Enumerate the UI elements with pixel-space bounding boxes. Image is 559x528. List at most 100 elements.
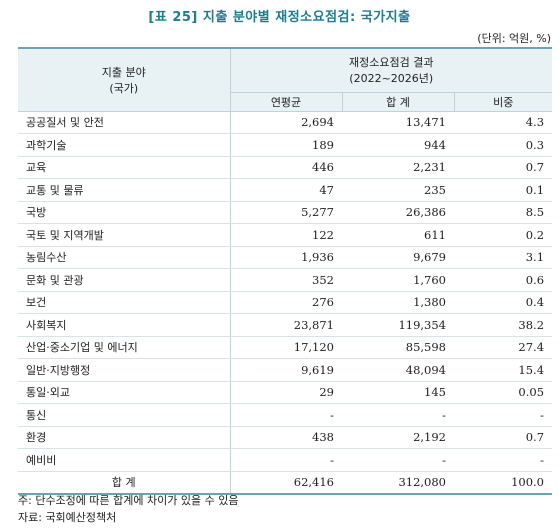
cell-name: 통일·외교 (18, 381, 230, 404)
cell-ratio: 0.6 (454, 268, 553, 292)
cell-name: 일반·지방행정 (18, 358, 230, 382)
table-row: 보건 276 1,380 0.4 (18, 291, 553, 314)
total-sum: 312,080 (342, 470, 454, 495)
cell-sum: 611 (342, 223, 454, 247)
total-label: 합 계 (18, 470, 230, 495)
header-ratio: 비중 (453, 91, 553, 112)
cell-avg: 438 (229, 426, 342, 449)
table-row: 사회복지 23,871 119,354 38.2 (18, 313, 553, 337)
cell-ratio: 0.3 (454, 133, 553, 157)
cell-ratio: 0.7 (454, 426, 553, 449)
unit-label: (단위: 억원, %) (477, 32, 551, 45)
cell-ratio: 3.1 (454, 246, 553, 269)
table-row: 문화 및 관광 352 1,760 0.6 (18, 268, 553, 292)
cell-ratio: - (454, 448, 553, 472)
cell-sum: 13,471 (342, 111, 454, 134)
cell-avg: 446 (229, 156, 342, 179)
cell-name: 예비비 (18, 448, 230, 472)
cell-avg: 29 (229, 381, 342, 404)
cell-sum: 2,192 (342, 426, 454, 449)
cell-sum: 85,598 (342, 336, 454, 359)
cell-sum: 145 (342, 381, 454, 404)
table-row: 예비비 - - - (18, 448, 553, 472)
table-row: 환경 438 2,192 0.7 (18, 426, 553, 449)
table-row: 농림수산 1,936 9,679 3.1 (18, 246, 553, 269)
cell-name: 국토 및 지역개발 (18, 223, 230, 247)
cell-avg: 1,936 (229, 246, 342, 269)
cell-name: 산업·중소기업 및 에너지 (18, 336, 230, 359)
expenditure-table: 지출 분야 (국가) 재정소요점검 결과 (2022~2026년) 연평균 합 … (18, 47, 553, 495)
table-row: 공공질서 및 안전 2,694 13,471 4.3 (18, 111, 553, 134)
cell-avg: 9,619 (229, 358, 342, 382)
total-row: 합 계 62,416 312,080 100.0 (18, 470, 553, 495)
cell-name: 환경 (18, 426, 230, 449)
header-category-sub: (국가) (109, 81, 139, 95)
cell-ratio: 27.4 (454, 336, 553, 359)
cell-ratio: 38.2 (454, 313, 553, 337)
table-title: [표 25] 지출 분야별 재정소요점검: 국가지출 (148, 10, 411, 25)
total-ratio: 100.0 (454, 470, 553, 495)
table-row: 교육 446 2,231 0.7 (18, 156, 553, 179)
cell-name: 사회복지 (18, 313, 230, 337)
table-row: 국방 5,277 26,386 8.5 (18, 201, 553, 224)
cell-ratio: - (454, 403, 553, 427)
table-row: 일반·지방행정 9,619 48,094 15.4 (18, 358, 553, 382)
cell-avg: 47 (229, 178, 342, 202)
cell-ratio: 0.1 (454, 178, 553, 202)
cell-sum: - (342, 448, 454, 472)
table-row: 국토 및 지역개발 122 611 0.2 (18, 223, 553, 247)
cell-name: 통신 (18, 403, 230, 427)
table-row: 과학기술 189 944 0.3 (18, 133, 553, 157)
cell-ratio: 0.05 (454, 381, 553, 404)
cell-ratio: 0.7 (454, 156, 553, 179)
header-avg: 연평균 (229, 91, 343, 112)
table-row: 통일·외교 29 145 0.05 (18, 381, 553, 404)
cell-sum: 119,354 (342, 313, 454, 337)
cell-name: 공공질서 및 안전 (18, 111, 230, 134)
header-category: 지출 분야 (국가) (18, 47, 231, 112)
note-text: 주: 단수조정에 따른 합계에 차이가 있을 수 있음 (18, 494, 239, 507)
cell-name: 농림수산 (18, 246, 230, 269)
cell-sum: - (342, 403, 454, 427)
cell-ratio: 15.4 (454, 358, 553, 382)
header-group: 재정소요점검 결과 (2022~2026년) (229, 47, 553, 93)
notes: 주: 단수조정에 따른 합계에 차이가 있을 수 있음 자료: 국회예산정책처 (18, 492, 238, 526)
cell-avg: - (229, 448, 342, 472)
table-row: 산업·중소기업 및 에너지 17,120 85,598 27.4 (18, 336, 553, 359)
cell-sum: 1,760 (342, 268, 454, 292)
cell-sum: 9,679 (342, 246, 454, 269)
cell-avg: 17,120 (229, 336, 342, 359)
cell-name: 문화 및 관광 (18, 268, 230, 292)
cell-sum: 2,231 (342, 156, 454, 179)
table-body: 공공질서 및 안전 2,694 13,471 4.3 과학기술 189 944 0.3 교육 44… (18, 111, 553, 472)
cell-avg: 276 (229, 291, 342, 314)
header-category-label: 지출 분야 (101, 65, 146, 79)
cell-avg: 5,277 (229, 201, 342, 224)
cell-name: 교육 (18, 156, 230, 179)
cell-avg: - (229, 403, 342, 427)
cell-ratio: 0.2 (454, 223, 553, 247)
total-avg: 62,416 (229, 470, 342, 495)
cell-sum: 944 (342, 133, 454, 157)
cell-name: 국방 (18, 201, 230, 224)
cell-sum: 235 (342, 178, 454, 202)
cell-avg: 23,871 (229, 313, 342, 337)
cell-name: 보건 (18, 291, 230, 314)
header-sum: 합 계 (341, 91, 455, 112)
cell-ratio: 0.4 (454, 291, 553, 314)
source-text: 자료: 국회예산정책처 (18, 511, 117, 524)
cell-ratio: 8.5 (454, 201, 553, 224)
cell-ratio: 4.3 (454, 111, 553, 134)
cell-sum: 26,386 (342, 201, 454, 224)
cell-avg: 189 (229, 133, 342, 157)
header-group-label: 재정소요점검 결과 (349, 56, 434, 70)
cell-avg: 122 (229, 223, 342, 247)
cell-sum: 1,380 (342, 291, 454, 314)
table-row: 통신 - - - (18, 403, 553, 427)
cell-avg: 2,694 (229, 111, 342, 134)
table-row: 교통 및 물류 47 235 0.1 (18, 178, 553, 202)
header-group-sub: (2022~2026년) (349, 72, 434, 86)
cell-avg: 352 (229, 268, 342, 292)
cell-name: 교통 및 물류 (18, 178, 230, 202)
cell-name: 과학기술 (18, 133, 230, 157)
